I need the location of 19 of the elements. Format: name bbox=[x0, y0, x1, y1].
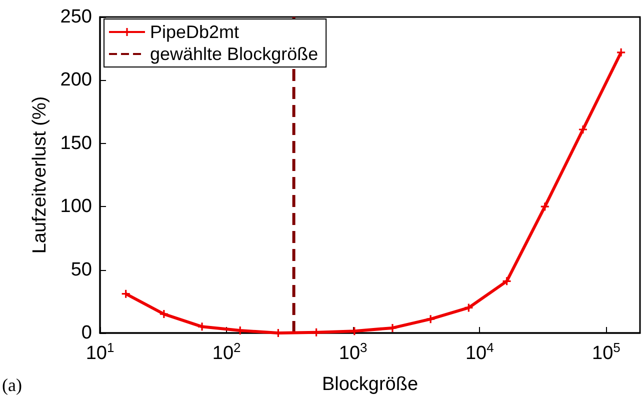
point bbox=[540, 202, 549, 211]
y-tick-label: 0 bbox=[81, 322, 92, 344]
ref-line-label: gewählte Blockgröße bbox=[150, 44, 318, 64]
y-tick-label: 200 bbox=[60, 70, 92, 91]
point bbox=[578, 125, 587, 134]
point bbox=[426, 315, 435, 324]
y-tick-label: 50 bbox=[70, 259, 92, 280]
point bbox=[464, 304, 473, 312]
x-axis-title: Blockgröße bbox=[322, 374, 418, 395]
y-tick-label: 100 bbox=[60, 196, 92, 218]
y-tick-label: 150 bbox=[60, 132, 92, 154]
y-tick-label: 250 bbox=[60, 6, 92, 28]
point bbox=[160, 310, 168, 318]
y-axis-title: Laufzeitverlust (%) bbox=[29, 96, 50, 254]
point bbox=[617, 48, 626, 56]
point bbox=[502, 277, 511, 286]
text: (a) bbox=[2, 375, 22, 395]
point bbox=[122, 290, 130, 298]
legend-label: PipeDb2mt bbox=[150, 22, 240, 42]
